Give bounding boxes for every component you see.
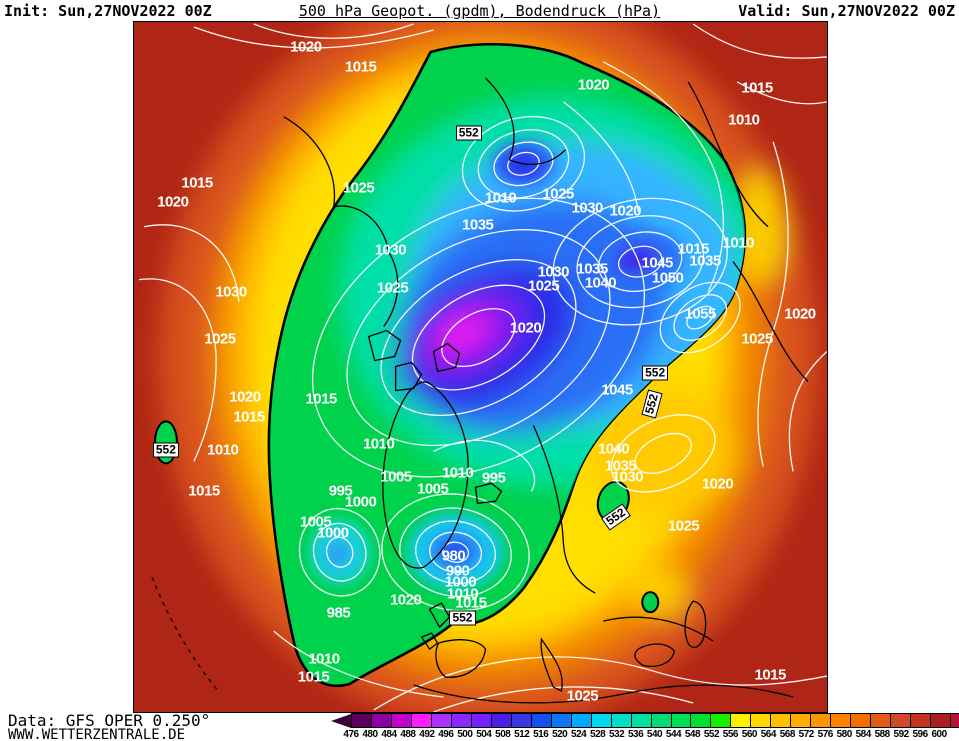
- colorbar-tick: 508: [495, 729, 511, 740]
- colorbar-tick: 524: [571, 729, 587, 740]
- colorbar-segment: [470, 714, 491, 727]
- colorbar-segment: [770, 714, 791, 727]
- colorbar-tick: 560: [741, 729, 758, 740]
- map-canvas: 1020 1015 1015 1010 1015 1020 1025 1020 1030 1025…: [133, 21, 828, 713]
- colorbar-tick: 500: [457, 729, 473, 740]
- colorbar-segment: [630, 714, 651, 727]
- colorbar-segment: [550, 714, 571, 727]
- colorbar-tick: 600: [931, 729, 947, 740]
- colorbar-tick: 492: [419, 729, 435, 740]
- colorbar-tick: 540: [646, 729, 663, 740]
- colorbar-tick: 588: [874, 729, 891, 740]
- colorbar-tick: 584: [855, 729, 872, 740]
- colorbar-tick: 504: [476, 729, 492, 740]
- colorbar-left-arrow: [331, 713, 351, 728]
- colorbar-segment: [690, 714, 711, 727]
- colorbar-segment: [590, 714, 611, 727]
- colorbar-segment: [790, 714, 811, 727]
- data-source-text: Data: GFS OPER 0.250°: [8, 711, 211, 730]
- colorbar-tick: 480: [362, 729, 378, 740]
- colorbar-segment: [850, 714, 871, 727]
- colorbar-segment: [750, 714, 771, 727]
- colorbar-segment: [390, 714, 411, 727]
- colorbar-segments: [351, 713, 959, 728]
- colorbar-tick: 532: [608, 729, 625, 740]
- colorbar-tick: 496: [438, 729, 454, 740]
- colorbar-segment: [890, 714, 911, 727]
- colorbar-segment: [950, 714, 959, 727]
- coastlines: [151, 77, 809, 704]
- colorbar-tick: 484: [381, 729, 397, 740]
- colorbar-tick: 488: [400, 729, 416, 740]
- colorbar-tick: 512: [514, 729, 530, 740]
- colorbar-segment: [910, 714, 931, 727]
- colorbar-segment: [490, 714, 511, 727]
- colorbar-tick: 552: [703, 729, 720, 740]
- colorbar-segment: [930, 714, 951, 727]
- colorbar: 476 480 484 488 492 496 500 504 508 512 516 520 524 5…: [331, 712, 959, 741]
- colorbar-tick: 520: [552, 729, 568, 740]
- valid-time-label: Valid: Sun,27NOV2022 00Z: [738, 2, 955, 20]
- colorbar-tick: 572: [798, 729, 815, 740]
- colorbar-segment: [650, 714, 671, 727]
- colorbar-tick: 596: [912, 729, 929, 740]
- colorbar-tick: 592: [893, 729, 910, 740]
- colorbar-segment: [352, 714, 371, 727]
- page-title: 500 hPa Geopot. (gpdm), Bodendruck (hPa): [298, 2, 661, 20]
- header: Init: Sun,27NOV2022 00Z 500 hPa Geopot. …: [0, 0, 959, 21]
- colorbar-tick: 544: [665, 729, 682, 740]
- colorbar-tick: 536: [627, 729, 644, 740]
- init-time-label: Init: Sun,27NOV2022 00Z: [4, 2, 212, 20]
- colorbar-tick: 528: [590, 729, 606, 740]
- colorbar-segment: [530, 714, 551, 727]
- colorbar-tick: 564: [760, 729, 777, 740]
- colorbar-tick: 556: [722, 729, 739, 740]
- colorbar-tick: 580: [836, 729, 853, 740]
- colorbar-segment: [370, 714, 391, 727]
- colorbar-segment: [710, 714, 731, 727]
- colorbar-segment: [810, 714, 831, 727]
- colorbar-segment: [610, 714, 631, 727]
- colorbar-segment: [830, 714, 851, 727]
- colorbar-tick: 568: [779, 729, 796, 740]
- colorbar-segment: [730, 714, 751, 727]
- website-text: WWW.WETTERZENTRALE.DE: [8, 727, 186, 741]
- colorbar-tick: 576: [817, 729, 834, 740]
- colorbar-segment: [570, 714, 591, 727]
- colorbar-segment: [670, 714, 691, 727]
- colorbar-segment: [870, 714, 891, 727]
- colorbar-tick: 516: [533, 729, 549, 740]
- colorbar-segment: [450, 714, 471, 727]
- contour-552-patch: [153, 420, 178, 465]
- colorbar-tick: 548: [684, 729, 701, 740]
- colorbar-tick: 476: [343, 729, 359, 740]
- colorbar-segment: [410, 714, 431, 727]
- colorbar-segment: [510, 714, 531, 727]
- contour-552-patch: [641, 591, 660, 614]
- colorbar-segment: [430, 714, 451, 727]
- map-field-svg: [134, 22, 827, 712]
